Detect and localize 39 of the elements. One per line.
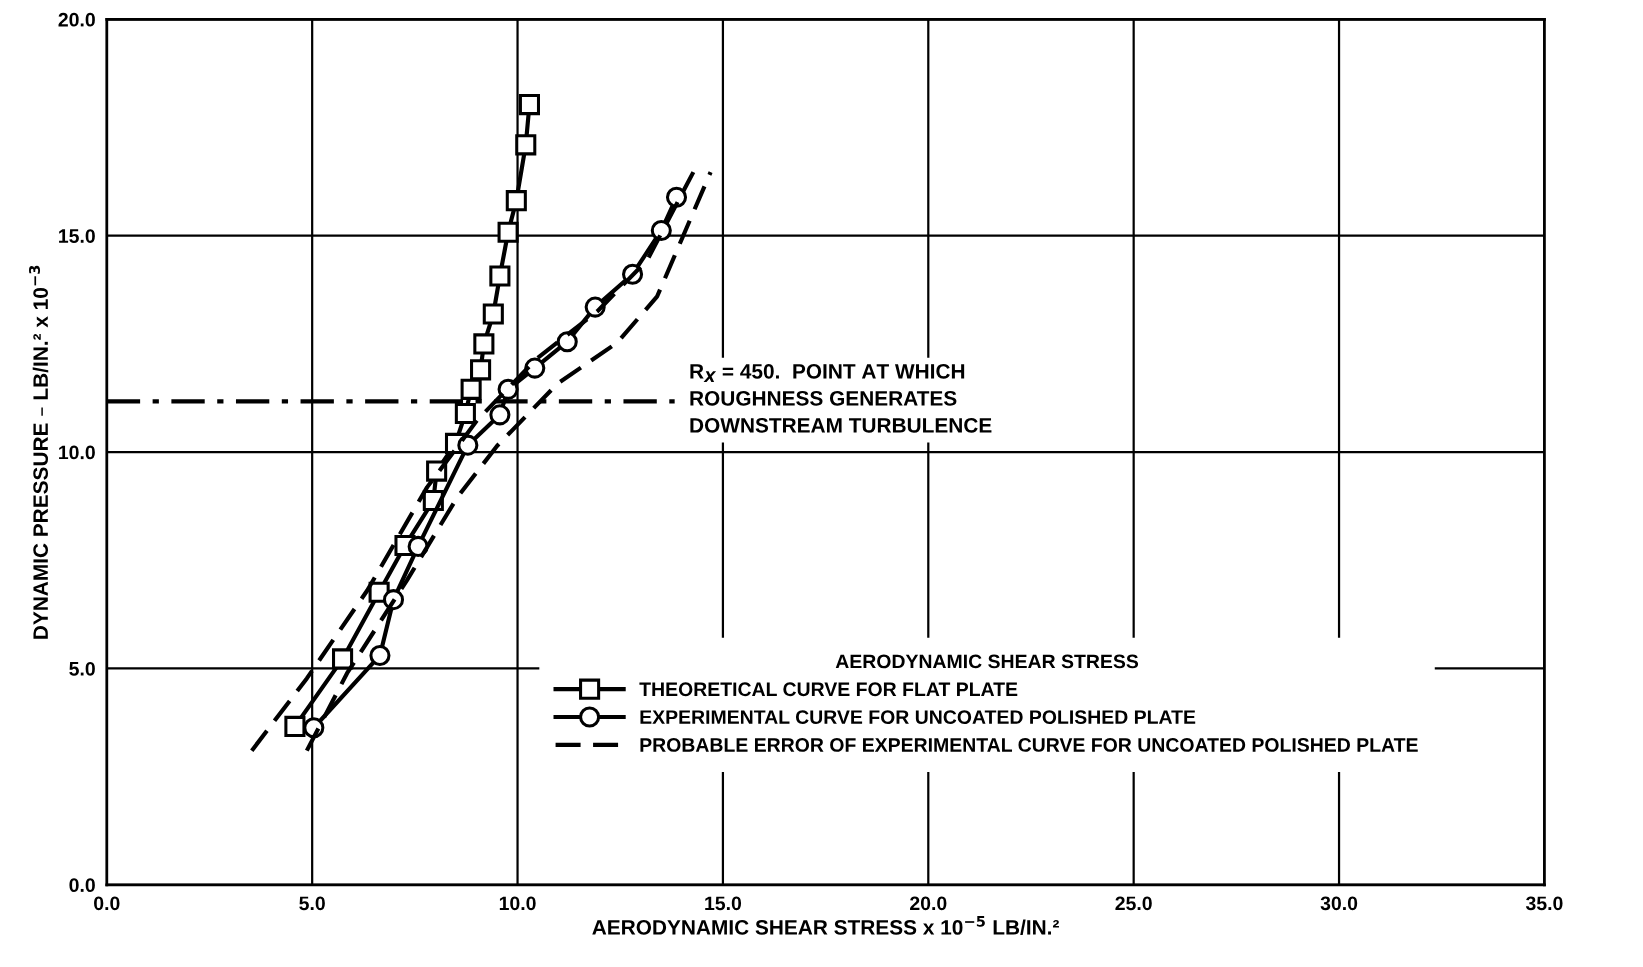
x-tick-label: 10.0 bbox=[499, 896, 536, 911]
x-tick-label: 20.0 bbox=[910, 896, 947, 911]
legend-title: AERODYNAMIC SHEAR STRESS bbox=[835, 654, 1139, 669]
point bbox=[457, 434, 479, 456]
y-tick-label: 0.0 bbox=[69, 878, 95, 893]
point bbox=[454, 403, 476, 425]
point bbox=[524, 357, 546, 379]
point bbox=[515, 134, 537, 156]
legend-label: THEORETICAL CURVE FOR FLAT PLATE bbox=[639, 682, 1018, 697]
point bbox=[497, 221, 519, 243]
x-axis-title: AERODYNAMIC SHEAR STRESS x 10$^{−5}$ LB/IN.² bbox=[592, 915, 1059, 935]
x-tick-label: 15.0 bbox=[705, 896, 742, 911]
point bbox=[473, 333, 495, 355]
annotation: R$_{X}$ = 450. POINT AT WHICH ROUGHNESS GENERATES DOWNSTREAM TURBULENCE bbox=[690, 363, 992, 433]
point bbox=[369, 644, 391, 667]
point bbox=[505, 190, 527, 212]
point bbox=[489, 265, 511, 287]
legend-label: PROBABLE ERROR OF EXPERIMENTAL CURVE FOR UNCOATED POLISHED PLATE bbox=[640, 738, 1418, 752]
y-axis-title: DYNAMIC PRESSURE – LB/IN.² x 10$^{−3}$ bbox=[29, 265, 49, 639]
point bbox=[665, 186, 688, 208]
x-tick-label: 30.0 bbox=[1320, 896, 1358, 911]
y-tick-label: 5.0 bbox=[69, 661, 95, 676]
y-tick-label: 20.0 bbox=[58, 12, 95, 27]
x-tick-label: 25.0 bbox=[1115, 896, 1152, 911]
x-tick-label: 5.0 bbox=[299, 896, 325, 911]
y-tick-label: 10.0 bbox=[59, 445, 95, 460]
x-tick-label: 35.0 bbox=[1525, 896, 1563, 911]
point bbox=[460, 378, 482, 400]
point bbox=[284, 715, 306, 737]
y-tick-label: 15.0 bbox=[59, 229, 95, 243]
x-tick-label: 0.0 bbox=[94, 896, 120, 911]
point bbox=[332, 648, 354, 670]
point bbox=[470, 359, 492, 381]
legend-label: EXPERIMENTAL CURVE FOR UNCOATED POLISHED PLATE bbox=[640, 710, 1196, 724]
point bbox=[482, 303, 504, 325]
point bbox=[556, 331, 578, 353]
point bbox=[518, 94, 541, 116]
point bbox=[650, 219, 672, 242]
point bbox=[489, 404, 511, 426]
